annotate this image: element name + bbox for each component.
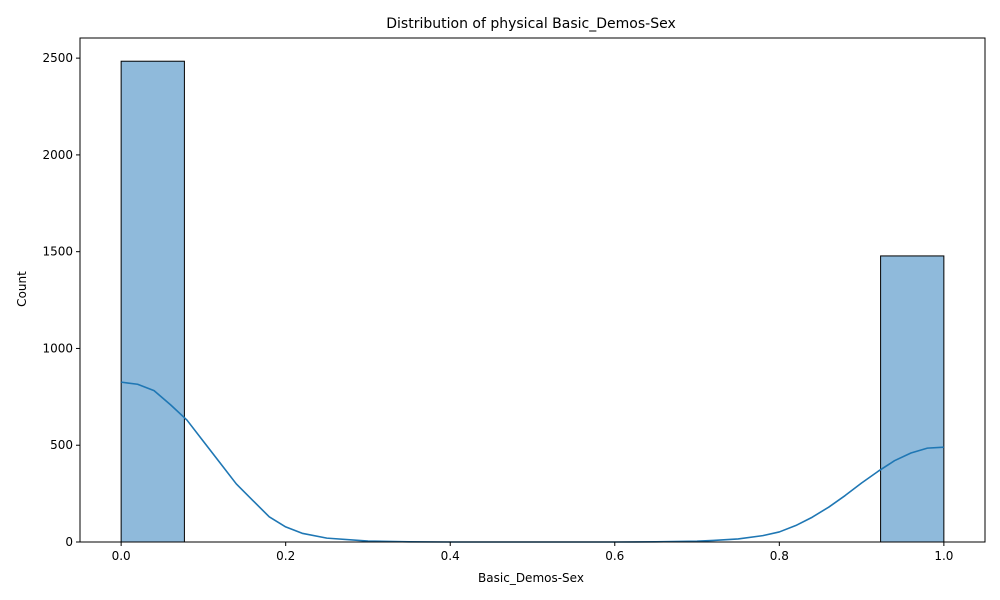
y-tick-label: 500 — [50, 438, 73, 452]
x-axis-label: Basic_Demos-Sex — [478, 571, 584, 585]
x-tick-label: 1.0 — [934, 549, 953, 563]
y-axis-label: Count — [15, 271, 29, 307]
x-tick-label: 0.8 — [770, 549, 789, 563]
kde-curve — [121, 381, 944, 543]
histogram-bar-0 — [120, 60, 185, 543]
plot-frame — [79, 37, 986, 543]
x-tick-label: 0.4 — [441, 549, 460, 563]
histogram-bar-1 — [880, 255, 945, 543]
x-tick-label: 0.2 — [276, 549, 295, 563]
y-tick-label: 2500 — [42, 51, 73, 65]
x-tick-label: 0.0 — [112, 549, 131, 563]
y-tick-label: 2000 — [42, 148, 73, 162]
bars-layer — [120, 60, 945, 543]
kde-layer — [121, 381, 944, 543]
y-tick-label: 0 — [65, 535, 73, 549]
y-tick-label: 1000 — [42, 341, 73, 355]
axes-layer: 0.0 0.2 0.4 0.6 0.8 1.0 0 500 1000 1500 2000 2500 — [42, 37, 986, 563]
y-tick-label: 1500 — [42, 245, 73, 259]
x-tick-label: 0.6 — [605, 549, 624, 563]
chart-title: Distribution of physical Basic_Demos-Sex — [386, 16, 675, 32]
